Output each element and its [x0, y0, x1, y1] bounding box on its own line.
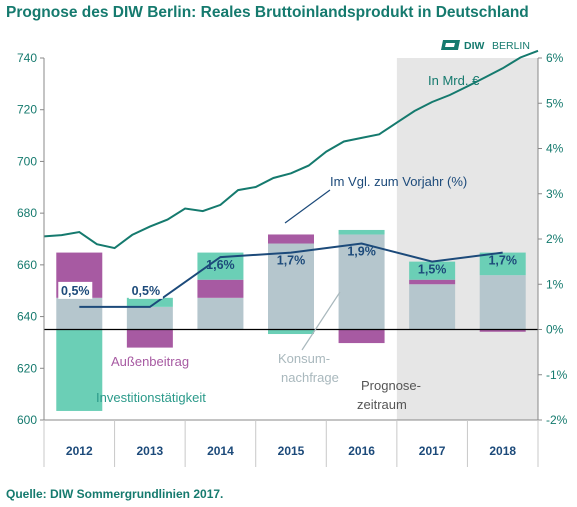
x-axis-tick-label: 2015 — [278, 444, 305, 458]
forecast-area — [396, 58, 538, 420]
growth-data-label: 1,9% — [347, 245, 376, 259]
konsum-label-leader — [301, 291, 341, 351]
bar-konsum-2014 — [197, 297, 244, 330]
right-axis-tick-label: -1% — [546, 368, 568, 382]
bar-aussen-2014 — [197, 279, 244, 298]
bar-aussen-2015 — [268, 234, 314, 244]
left-axis-tick-label: 720 — [17, 103, 37, 117]
growth-label-leader — [284, 189, 331, 224]
bar-aussen-2017 — [409, 279, 456, 285]
bar-invest-2016 — [338, 229, 385, 235]
x-axis-tick-label: 2016 — [348, 444, 375, 458]
bar-aussen-2016 — [338, 329, 385, 344]
x-axis-tick-label: 2018 — [489, 444, 516, 458]
growth-data-label: 0,5% — [132, 284, 161, 298]
growth-data-label: 1,5% — [418, 263, 447, 277]
growth-data-label: 1,6% — [206, 258, 235, 272]
bar-aussen-2018 — [479, 329, 526, 332]
left-axis-tick-label: 600 — [17, 413, 37, 427]
left-axis-tick-label: 740 — [17, 51, 37, 65]
left-axis-tick-label: 660 — [17, 258, 37, 272]
right-axis-tick-label: 6% — [546, 51, 564, 65]
growth-data-label: 1,7% — [488, 254, 517, 268]
konsum-label-line1: Konsum- — [278, 351, 330, 366]
right-axis-tick-label: 1% — [546, 277, 564, 291]
x-axis-tick-label: 2013 — [137, 444, 164, 458]
growth-label-box — [58, 281, 93, 299]
left-axis-tick-label: 620 — [17, 361, 37, 375]
diw-logo-mark-inner — [445, 43, 455, 47]
bar-aussen-2013 — [126, 329, 173, 348]
right-axis-tick-label: 5% — [546, 96, 564, 110]
bar-invest-2013 — [126, 297, 173, 307]
source-note: Quelle: DIW Sommergrundlinien 2017. — [6, 487, 224, 501]
x-axis-tick-label: 2014 — [207, 444, 234, 458]
level-line — [43, 49, 539, 250]
diw-logo-brand: DIW — [464, 40, 485, 52]
level-unit-label: In Mrd. € — [428, 73, 480, 88]
bar-invest-2017 — [409, 261, 456, 280]
bar-konsum-2013 — [126, 306, 173, 330]
right-axis-tick-label: -2% — [546, 413, 568, 427]
bar-invest-2018 — [479, 252, 526, 276]
growth-series-label: Im Vgl. zum Vorjahr (%) — [330, 174, 467, 189]
growth-data-label: 0,5% — [61, 284, 90, 298]
forecast-label-line2: zeitraum — [357, 397, 407, 412]
right-axis-tick-label: 0% — [546, 323, 564, 337]
growth-data-label: 1,7% — [277, 254, 306, 268]
bar-invest-2012 — [56, 329, 103, 411]
left-axis-tick-label: 640 — [17, 310, 37, 324]
growth-line — [79, 242, 503, 308]
diw-logo: DIW BERLIN — [441, 40, 530, 52]
bar-konsum-2015 — [268, 243, 314, 330]
bar-invest-2015 — [268, 329, 314, 335]
konsum-label-line2: nachfrage — [281, 370, 339, 385]
growth-label-box — [128, 281, 163, 299]
bar-konsum-2017 — [409, 284, 456, 330]
left-axis-tick-label: 680 — [17, 206, 37, 220]
forecast-label-line1: Prognose- — [361, 378, 421, 393]
chart-title: Prognose des DIW Berlin: Reales Bruttoin… — [6, 4, 529, 21]
x-axis-tick-label: 2017 — [419, 444, 446, 458]
x-axis-tick-label: 2012 — [66, 444, 93, 458]
bar-konsum-2016 — [338, 234, 385, 330]
invest-label: Investitionstätigkeit — [96, 390, 206, 405]
aussen-label: Außenbeitrag — [111, 354, 189, 369]
bar-konsum-2012 — [56, 297, 103, 330]
right-axis-tick-label: 3% — [546, 187, 564, 201]
right-axis-tick-label: 2% — [546, 232, 564, 246]
right-axis-tick-label: 4% — [546, 142, 564, 156]
left-axis-tick-label: 700 — [17, 154, 37, 168]
diw-logo-city: BERLIN — [492, 40, 530, 52]
bar-konsum-2018 — [479, 275, 526, 330]
